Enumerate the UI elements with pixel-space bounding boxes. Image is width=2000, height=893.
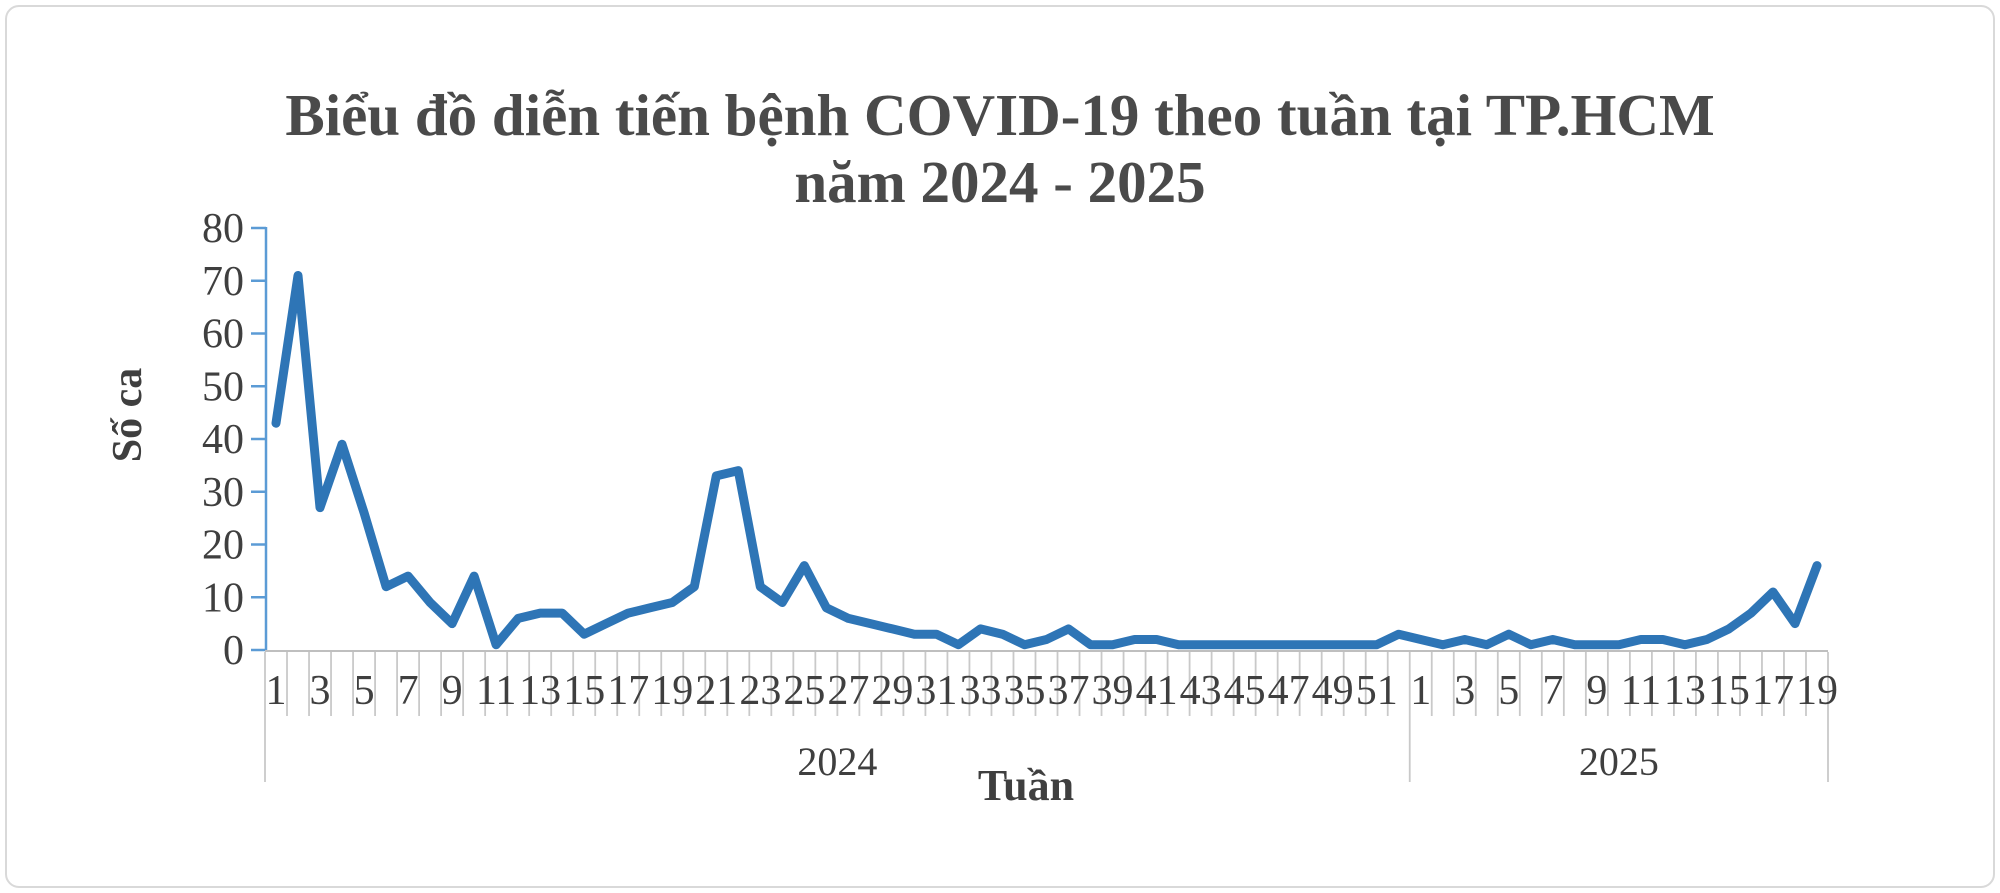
week-tick-label: 13 [1664, 668, 1706, 714]
week-tick-label: 5 [1498, 668, 1519, 714]
week-tick-label: 7 [1542, 668, 1563, 714]
y-tick-label: 70 [202, 259, 244, 305]
week-tick-label: 41 [1136, 668, 1178, 714]
y-tick-label: 30 [202, 470, 244, 516]
week-tick-label: 1 [1410, 668, 1431, 714]
chart-title: Biểu đồ diễn tiến bệnh COVID-19 theo tuầ… [0, 82, 2000, 216]
week-tick-label: 13 [519, 668, 561, 714]
week-tick-label: 11 [1621, 668, 1661, 714]
week-tick-label: 3 [1454, 668, 1475, 714]
chart-title-line1: Biểu đồ diễn tiến bệnh COVID-19 theo tuầ… [285, 82, 1715, 148]
week-tick-label: 31 [915, 668, 957, 714]
week-tick-label: 11 [476, 668, 516, 714]
y-tick-label: 60 [202, 312, 244, 358]
y-tick-label: 10 [202, 575, 244, 621]
data-line [271, 271, 1822, 650]
x-axis: 1 3 5 7 9 11 13 15 17 19 21 23 25 27 29 31 33 35 37 39 41 43 4… [264, 650, 1838, 784]
y-tick-label: 40 [202, 417, 244, 463]
week-tick-label: 49 [1312, 668, 1354, 714]
y-tick-label: 50 [202, 364, 244, 410]
week-tick-label: 47 [1268, 668, 1310, 714]
week-tick-label: 35 [1003, 668, 1045, 714]
week-tick-label: 51 [1356, 668, 1398, 714]
x-axis-title: Tuần [977, 761, 1075, 810]
y-axis: 0 10 20 30 40 50 60 70 80 [202, 206, 268, 674]
week-tick-label: 25 [783, 668, 825, 714]
week-tick-label: 5 [354, 668, 375, 714]
week-tick-label: 19 [1796, 668, 1838, 714]
year-label: 2025 [1579, 739, 1659, 784]
week-tick-label: 37 [1048, 668, 1090, 714]
y-tick-label: 80 [202, 206, 244, 252]
year-label: 2024 [797, 739, 877, 784]
week-tick-label: 27 [827, 668, 869, 714]
week-tick-label: 17 [1752, 668, 1794, 714]
chart-title-line2: năm 2024 - 2025 [794, 149, 1206, 215]
week-tick-label: 21 [695, 668, 737, 714]
week-tick-label: 23 [739, 668, 781, 714]
week-tick-label: 29 [871, 668, 913, 714]
week-tick-label: 1 [266, 668, 287, 714]
y-tick-label: 20 [202, 523, 244, 569]
week-tick-label: 3 [310, 668, 331, 714]
week-tick-label: 9 [1586, 668, 1607, 714]
week-tick-label: 15 [563, 668, 605, 714]
week-tick-label: 7 [398, 668, 419, 714]
week-tick-label: 9 [442, 668, 463, 714]
week-tick-label: 33 [959, 668, 1001, 714]
week-tick-label: 15 [1708, 668, 1750, 714]
week-tick-label: 39 [1092, 668, 1134, 714]
week-tick-label: 43 [1180, 668, 1222, 714]
y-tick-label: 0 [223, 628, 244, 674]
week-tick-label: 45 [1224, 668, 1266, 714]
week-tick-label: 17 [607, 668, 649, 714]
week-tick-label: 19 [651, 668, 693, 714]
